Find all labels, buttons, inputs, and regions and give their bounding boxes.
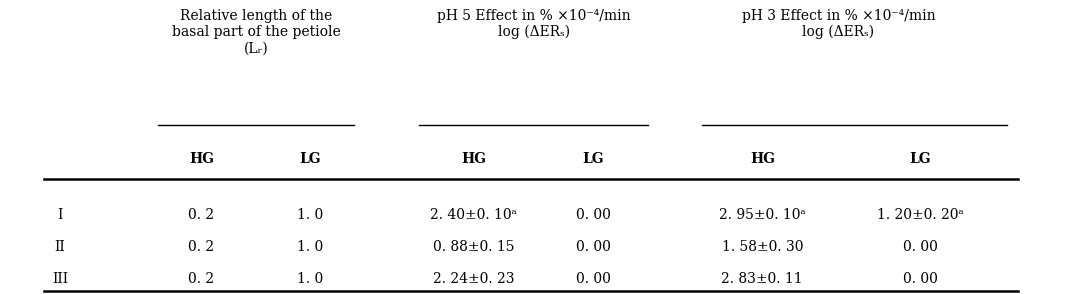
Text: 0. 2: 0. 2 <box>188 240 215 254</box>
Text: HG: HG <box>462 152 486 166</box>
Text: 1. 0: 1. 0 <box>297 240 323 254</box>
Text: 2. 95±0. 10ᵃ: 2. 95±0. 10ᵃ <box>719 208 806 222</box>
Text: HG: HG <box>750 152 774 166</box>
Text: 1. 20±0. 20ᵃ: 1. 20±0. 20ᵃ <box>877 208 964 222</box>
Text: III: III <box>52 272 68 286</box>
Text: 0. 88±0. 15: 0. 88±0. 15 <box>433 240 514 254</box>
Text: I: I <box>58 208 62 222</box>
Text: pH 3 Effect in % ×10⁻⁴/min
log (ΔERₛ): pH 3 Effect in % ×10⁻⁴/min log (ΔERₛ) <box>742 9 935 39</box>
Text: 2. 40±0. 10ᵃ: 2. 40±0. 10ᵃ <box>430 208 517 222</box>
Text: HG: HG <box>189 152 213 166</box>
Text: LG: LG <box>299 152 321 166</box>
Text: 0. 2: 0. 2 <box>188 208 215 222</box>
Text: 1. 0: 1. 0 <box>297 208 323 222</box>
Text: 0. 00: 0. 00 <box>903 272 938 286</box>
Text: pH 5 Effect in % ×10⁻⁴/min
log (ΔERₛ): pH 5 Effect in % ×10⁻⁴/min log (ΔERₛ) <box>437 9 631 39</box>
Text: 0. 00: 0. 00 <box>576 208 611 222</box>
Text: Relative length of the
basal part of the petiole
(Lᵣ): Relative length of the basal part of the… <box>172 9 340 55</box>
Text: 0. 00: 0. 00 <box>576 272 611 286</box>
Text: 0. 2: 0. 2 <box>188 272 215 286</box>
Text: 1. 0: 1. 0 <box>297 272 323 286</box>
Text: 1. 58±0. 30: 1. 58±0. 30 <box>722 240 803 254</box>
Text: 2. 24±0. 23: 2. 24±0. 23 <box>433 272 514 286</box>
Text: 0. 00: 0. 00 <box>576 240 611 254</box>
Text: LG: LG <box>583 152 604 166</box>
Text: LG: LG <box>909 152 931 166</box>
Text: 0. 00: 0. 00 <box>903 240 938 254</box>
Text: II: II <box>54 240 65 254</box>
Text: 2. 83±0. 11: 2. 83±0. 11 <box>722 272 803 286</box>
